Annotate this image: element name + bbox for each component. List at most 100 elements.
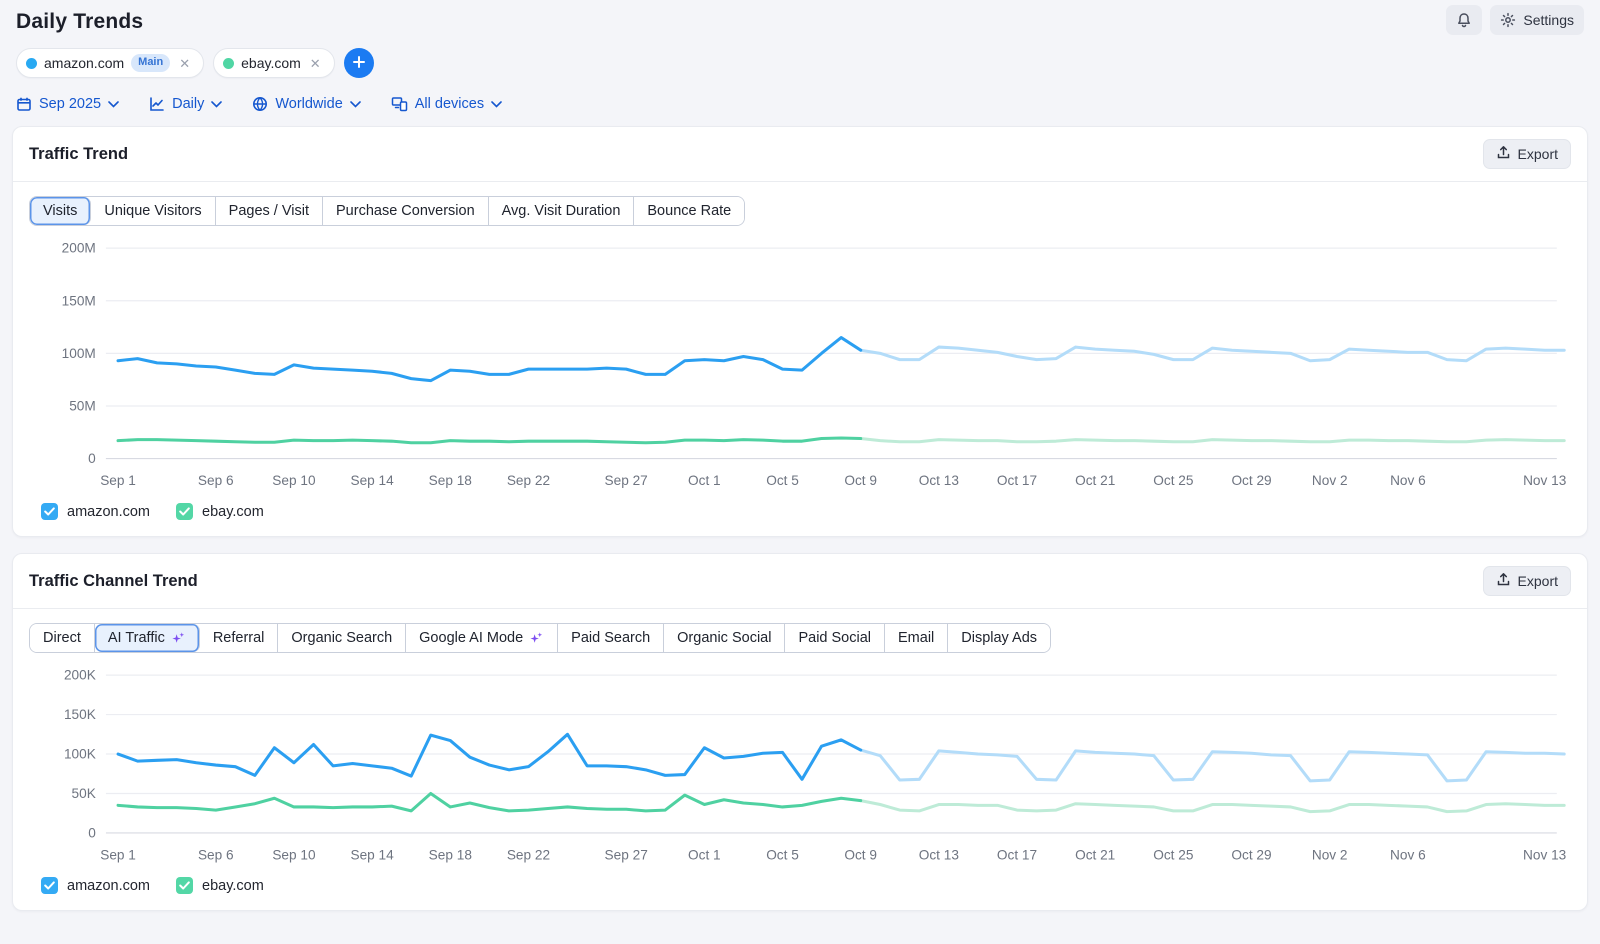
svg-text:100M: 100M (62, 346, 96, 361)
tab-avg-visit-duration[interactable]: Avg. Visit Duration (488, 197, 635, 225)
legend-label: ebay.com (202, 877, 264, 894)
tab-paid-search[interactable]: Paid Search (558, 624, 665, 652)
tab-google-ai-mode[interactable]: Google AI Mode (406, 624, 559, 652)
tab-bounce-rate[interactable]: Bounce Rate (634, 197, 745, 225)
export-button[interactable]: Export (1482, 139, 1571, 169)
export-icon (1496, 145, 1511, 163)
svg-text:50K: 50K (72, 786, 96, 801)
add-domain-button[interactable] (343, 48, 374, 78)
tab-organic-search[interactable]: Organic Search (278, 624, 407, 652)
svg-text:Sep 1: Sep 1 (100, 473, 136, 488)
legend-item-amazon-com[interactable]: amazon.com (41, 503, 150, 520)
tab-label: Direct (43, 630, 81, 646)
granularity-filter-label: Daily (172, 96, 205, 112)
legend-checkbox[interactable] (176, 877, 194, 895)
chip-amazon[interactable]: amazon.com Main ✕ (16, 48, 205, 78)
svg-text:Oct 1: Oct 1 (688, 847, 721, 862)
svg-text:Nov 13: Nov 13 (1523, 473, 1566, 488)
region-filter[interactable]: Worldwide (252, 96, 361, 112)
svg-text:Oct 29: Oct 29 (1231, 847, 1271, 862)
top-actions: Settings (1446, 5, 1584, 35)
tab-ai-traffic[interactable]: AI Traffic (94, 624, 200, 652)
svg-text:Nov 6: Nov 6 (1390, 847, 1426, 862)
svg-text:Sep 27: Sep 27 (605, 847, 648, 862)
svg-text:Oct 21: Oct 21 (1075, 473, 1115, 488)
trend-chart-icon (149, 96, 165, 112)
devices-icon (391, 96, 408, 112)
export-button[interactable]: Export (1482, 566, 1571, 596)
export-label: Export (1517, 146, 1558, 162)
svg-text:Oct 25: Oct 25 (1153, 847, 1194, 862)
chevron-down-icon (108, 100, 119, 108)
tab-visits[interactable]: Visits (30, 197, 92, 225)
page-title: Daily Trends (16, 10, 144, 33)
notifications-button[interactable] (1446, 5, 1483, 35)
tab-label: Paid Search (571, 630, 651, 646)
svg-text:Sep 6: Sep 6 (198, 847, 234, 862)
svg-text:Sep 6: Sep 6 (198, 473, 234, 488)
chip-ebay[interactable]: ebay.com ✕ (213, 48, 335, 78)
legend-item-amazon-com[interactable]: amazon.com (41, 877, 151, 895)
settings-button[interactable]: Settings (1490, 5, 1584, 35)
svg-text:0: 0 (88, 826, 96, 841)
region-filter-label: Worldwide (275, 96, 343, 112)
svg-text:Sep 18: Sep 18 (429, 473, 472, 488)
svg-text:Nov 13: Nov 13 (1523, 847, 1566, 862)
svg-text:Sep 1: Sep 1 (100, 847, 136, 862)
tab-paid-social[interactable]: Paid Social (785, 624, 885, 652)
remove-chip-icon[interactable]: ✕ (309, 55, 321, 71)
channel-tabs: Direct AI Traffic Referral Organic Search Go… (29, 623, 1052, 653)
tab-referral[interactable]: Referral (199, 624, 279, 652)
devices-filter-label: All devices (414, 96, 485, 112)
legend-checkbox[interactable] (41, 877, 58, 895)
gear-icon (1500, 12, 1516, 28)
plus-icon (352, 55, 366, 72)
tab-label: Purchase Conversion (336, 203, 475, 219)
svg-text:Sep 22: Sep 22 (507, 473, 550, 488)
chip-label: amazon.com (44, 55, 125, 71)
export-label: Export (1517, 573, 1558, 589)
legend-item-ebay-com[interactable]: ebay.com (176, 503, 264, 520)
traffic-channel-chart[interactable]: 200K 150K 100K 50K 0 Sep 1 Sep 6 Sep 10 Sep 14 Se… (29, 665, 1571, 869)
legend-checkbox[interactable] (41, 503, 58, 520)
tab-email[interactable]: Email (885, 624, 949, 652)
legend-item-ebay-com[interactable]: ebay.com (176, 877, 264, 895)
tab-label: Bounce Rate (647, 203, 732, 219)
chart-legend: amazon.com ebay.com (29, 495, 1571, 526)
tab-label: Unique Visitors (104, 203, 202, 219)
tab-unique-visitors[interactable]: Unique Visitors (91, 197, 216, 225)
traffic-trend-card: Traffic Trend Export Visits Unique Visito… (12, 126, 1588, 537)
date-filter[interactable]: Sep 2025 (16, 96, 119, 112)
svg-text:Sep 10: Sep 10 (272, 473, 316, 488)
remove-chip-icon[interactable]: ✕ (179, 55, 191, 71)
legend-label: ebay.com (202, 503, 264, 520)
svg-text:Sep 14: Sep 14 (350, 473, 394, 488)
traffic-trend-chart[interactable]: 200M 150M 100M 50M 0 Sep 1 Sep 6 Sep 10 Sep 14 Se… (29, 238, 1571, 495)
legend-label: amazon.com (67, 877, 151, 894)
svg-text:50M: 50M (69, 399, 96, 414)
granularity-filter[interactable]: Daily (149, 96, 223, 112)
tab-label: Email (898, 630, 935, 646)
tab-purchase-conversion[interactable]: Purchase Conversion (323, 197, 489, 225)
tab-organic-social[interactable]: Organic Social (664, 624, 786, 652)
svg-text:Oct 9: Oct 9 (844, 847, 877, 862)
chart-svg: 200M 150M 100M 50M 0 Sep 1 Sep 6 Sep 10 Sep 14 Se… (62, 241, 1567, 488)
card-title: Traffic Channel Trend (29, 571, 198, 590)
svg-text:Oct 13: Oct 13 (919, 473, 959, 488)
bell-icon (1456, 12, 1472, 29)
metric-tabs: Visits Unique Visitors Pages / Visit Purcha… (29, 196, 746, 226)
card-body: Visits Unique Visitors Pages / Visit Purcha… (13, 182, 1587, 536)
tab-label: Google AI Mode (419, 630, 524, 646)
svg-text:Oct 9: Oct 9 (844, 473, 877, 488)
chevron-down-icon (349, 100, 361, 108)
tab-direct[interactable]: Direct (30, 624, 95, 652)
svg-text:Sep 14: Sep 14 (351, 847, 395, 862)
tab-pages-visit[interactable]: Pages / Visit (215, 197, 323, 225)
devices-filter[interactable]: All devices (391, 96, 502, 112)
ai-sparkle-icon (529, 631, 544, 646)
svg-text:Nov 2: Nov 2 (1312, 473, 1348, 488)
domain-chips: amazon.com Main ✕ ebay.com ✕ (0, 34, 1600, 80)
legend-checkbox[interactable] (176, 503, 194, 520)
tab-display-ads[interactable]: Display Ads (948, 624, 1051, 652)
card-title: Traffic Trend (29, 144, 129, 163)
